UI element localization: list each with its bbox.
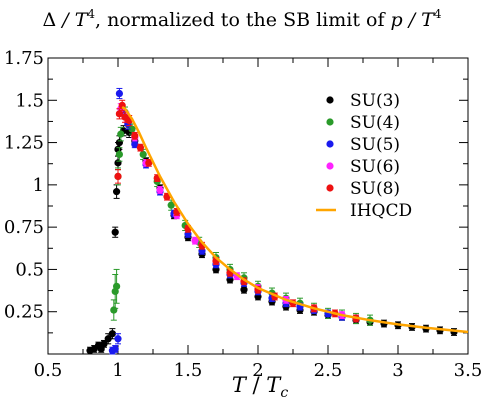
data-point <box>114 159 122 167</box>
chart-title: Δ / T4, normalized to the SB limit of p … <box>42 7 441 31</box>
data-point <box>114 335 122 343</box>
legend-label: SU(4) <box>350 113 400 133</box>
data-point <box>167 201 175 209</box>
data-point <box>113 282 121 290</box>
data-point <box>111 345 119 353</box>
data-point <box>145 159 153 167</box>
title-middle: , normalized to the SB limit of <box>95 9 391 31</box>
y-tick-label: 0.25 <box>4 302 44 323</box>
x-axis-label: T / Tc <box>232 373 288 401</box>
title-exponent-1: 4 <box>87 7 95 21</box>
y-tick-label: 1 <box>33 175 44 196</box>
data-point <box>115 150 123 159</box>
data-point <box>100 340 108 348</box>
data-point <box>156 186 164 194</box>
axis-tick-labels: 0.5 1 1.5 2 2.5 3 3.5 0.25 0.5 0.75 1 1.25 1.5 1.75 <box>4 48 482 381</box>
title-exponent-2: 4 <box>434 7 442 21</box>
x-label-t2: T <box>266 373 282 397</box>
data-point <box>104 335 112 343</box>
data-point <box>115 89 123 98</box>
data-point <box>131 132 139 140</box>
title-delta: Δ <box>42 9 56 31</box>
y-tick-label: 0.75 <box>4 217 44 238</box>
y-tick-label: 0.5 <box>15 259 44 280</box>
series-ihqcd <box>121 105 469 334</box>
title-over-t2: / T <box>403 9 435 31</box>
data-point <box>111 228 119 236</box>
data-point <box>139 150 147 159</box>
data-point <box>191 237 199 245</box>
data-point <box>115 138 123 147</box>
data-point <box>117 130 125 138</box>
legend-marker <box>326 96 334 104</box>
x-label-subscript: c <box>280 385 288 401</box>
series-su-5 <box>108 87 360 355</box>
series-layer <box>86 87 469 355</box>
legend: SU(3)SU(4)SU(5)SU(6)SU(8)IHQCD <box>316 91 412 221</box>
legend-label: SU(3) <box>350 91 400 111</box>
legend-label: SU(6) <box>350 157 400 177</box>
x-tick-label: 3.5 <box>454 360 483 381</box>
data-point <box>108 330 116 338</box>
x-label-t: T <box>232 373 248 397</box>
legend-label: IHQCD <box>350 201 412 221</box>
data-point <box>128 125 136 133</box>
title-over-t: / T <box>56 9 88 31</box>
legend-marker <box>326 162 334 170</box>
x-label-sep: / <box>246 373 266 397</box>
y-tick-label: 1.75 <box>4 48 44 69</box>
title-p: p <box>391 9 403 31</box>
y-tick-label: 1.25 <box>4 133 44 154</box>
legend-marker <box>326 118 334 126</box>
series-line-ihqcd <box>121 105 469 334</box>
data-point <box>113 188 121 196</box>
legend-marker <box>326 140 334 148</box>
data-point <box>110 306 118 314</box>
data-point <box>240 286 248 294</box>
x-tick-label: 3 <box>392 360 403 381</box>
data-point <box>136 144 144 152</box>
y-tick-label: 1.5 <box>15 90 44 111</box>
data-point <box>114 172 122 180</box>
legend-label: SU(8) <box>350 179 400 199</box>
x-tick-label: 1 <box>112 360 123 381</box>
x-tick-label: 0.5 <box>34 360 63 381</box>
series-su-6 <box>117 103 346 319</box>
x-tick-label: 1.5 <box>174 360 203 381</box>
data-point <box>131 140 139 148</box>
legend-marker <box>326 184 334 192</box>
legend-label: SU(5) <box>350 135 400 155</box>
x-tick-label: 2.5 <box>314 360 343 381</box>
axis-ticks <box>47 57 469 354</box>
x-tick-label: 2 <box>252 360 263 381</box>
data-point <box>115 110 123 118</box>
